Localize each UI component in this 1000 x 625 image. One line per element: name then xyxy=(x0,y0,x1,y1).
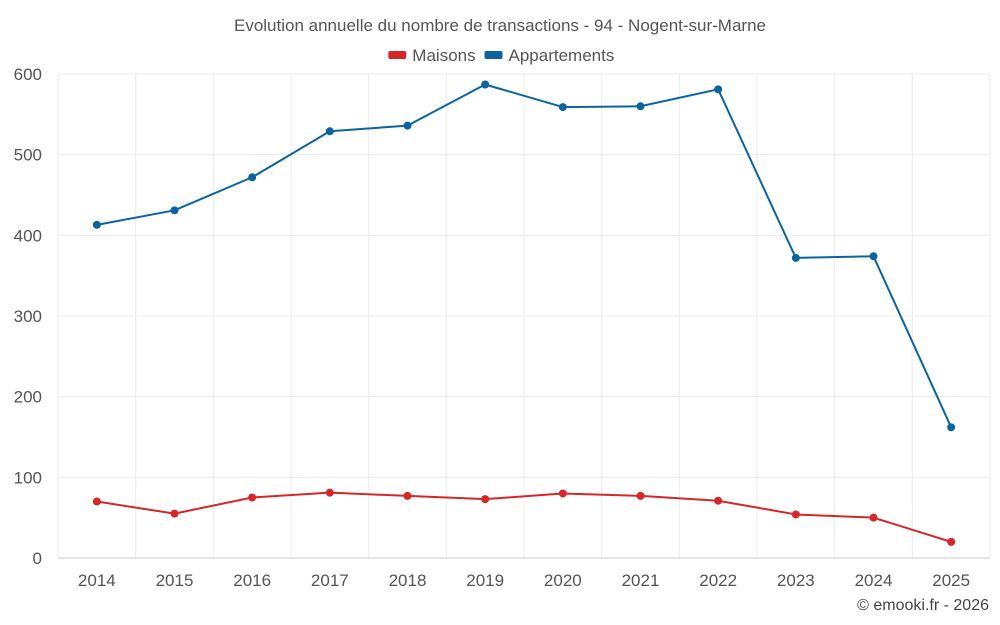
data-point[interactable] xyxy=(248,493,257,502)
series-line xyxy=(96,491,952,543)
data-point[interactable] xyxy=(325,488,334,497)
data-point[interactable] xyxy=(869,513,878,522)
x-tick-label: 2024 xyxy=(855,571,893,590)
x-tick-label: 2021 xyxy=(622,571,660,590)
series-maisons xyxy=(92,488,956,546)
series-appartements xyxy=(92,80,956,432)
y-axis: 0 100 200 300 400 500 600 xyxy=(14,65,42,568)
data-point[interactable] xyxy=(714,85,723,94)
data-point[interactable] xyxy=(481,80,490,89)
data-point[interactable] xyxy=(869,252,878,261)
legend-item-appartements[interactable]: Appartements xyxy=(484,46,615,65)
series-layer xyxy=(92,80,956,546)
x-tick-label: 2023 xyxy=(777,571,815,590)
data-point[interactable] xyxy=(558,489,567,498)
y-tick-label: 200 xyxy=(14,388,42,407)
grid xyxy=(57,73,991,559)
data-point[interactable] xyxy=(481,495,490,504)
x-tick-label: 2015 xyxy=(156,571,194,590)
data-point[interactable] xyxy=(791,253,800,262)
x-tick-label: 2019 xyxy=(466,571,504,590)
data-point[interactable] xyxy=(92,220,101,229)
y-tick-label: 300 xyxy=(14,307,42,326)
data-point[interactable] xyxy=(325,127,334,136)
data-point[interactable] xyxy=(170,509,179,518)
y-tick-label: 0 xyxy=(33,549,42,568)
legend-swatch xyxy=(388,51,407,59)
data-point[interactable] xyxy=(636,102,645,111)
data-point[interactable] xyxy=(558,103,567,112)
legend-swatch xyxy=(484,51,503,59)
data-point[interactable] xyxy=(170,206,179,215)
y-tick-label: 500 xyxy=(14,146,42,165)
data-point[interactable] xyxy=(714,496,723,505)
x-tick-label: 2017 xyxy=(311,571,349,590)
data-point[interactable] xyxy=(248,173,257,182)
x-tick-label: 2020 xyxy=(544,571,582,590)
chart-title: Evolution annuelle du nombre de transact… xyxy=(234,16,766,35)
x-tick-label: 2022 xyxy=(699,571,737,590)
legend-label: Maisons xyxy=(412,46,475,65)
data-point[interactable] xyxy=(791,510,800,519)
y-tick-label: 100 xyxy=(14,468,42,487)
legend-item-maisons[interactable]: Maisons xyxy=(388,46,476,65)
x-tick-label: 2025 xyxy=(932,571,970,590)
data-point[interactable] xyxy=(403,491,412,500)
data-point[interactable] xyxy=(947,423,956,432)
y-tick-label: 400 xyxy=(14,226,42,245)
credit-text: © emooki.fr - 2026 xyxy=(857,597,989,614)
data-point[interactable] xyxy=(947,537,956,546)
x-axis: 2014 2015 2016 2017 2018 2019 2020 2021 2022 2023… xyxy=(78,571,970,590)
legend-label: Appartements xyxy=(509,46,615,65)
data-point[interactable] xyxy=(403,121,412,130)
data-point[interactable] xyxy=(92,497,101,506)
x-tick-label: 2014 xyxy=(78,571,116,590)
y-tick-label: 600 xyxy=(14,65,42,84)
data-point[interactable] xyxy=(636,491,645,500)
x-tick-label: 2018 xyxy=(389,571,427,590)
legend[interactable]: Maisons Appartements xyxy=(388,46,614,65)
x-tick-label: 2016 xyxy=(233,571,271,590)
series-line xyxy=(96,83,953,428)
